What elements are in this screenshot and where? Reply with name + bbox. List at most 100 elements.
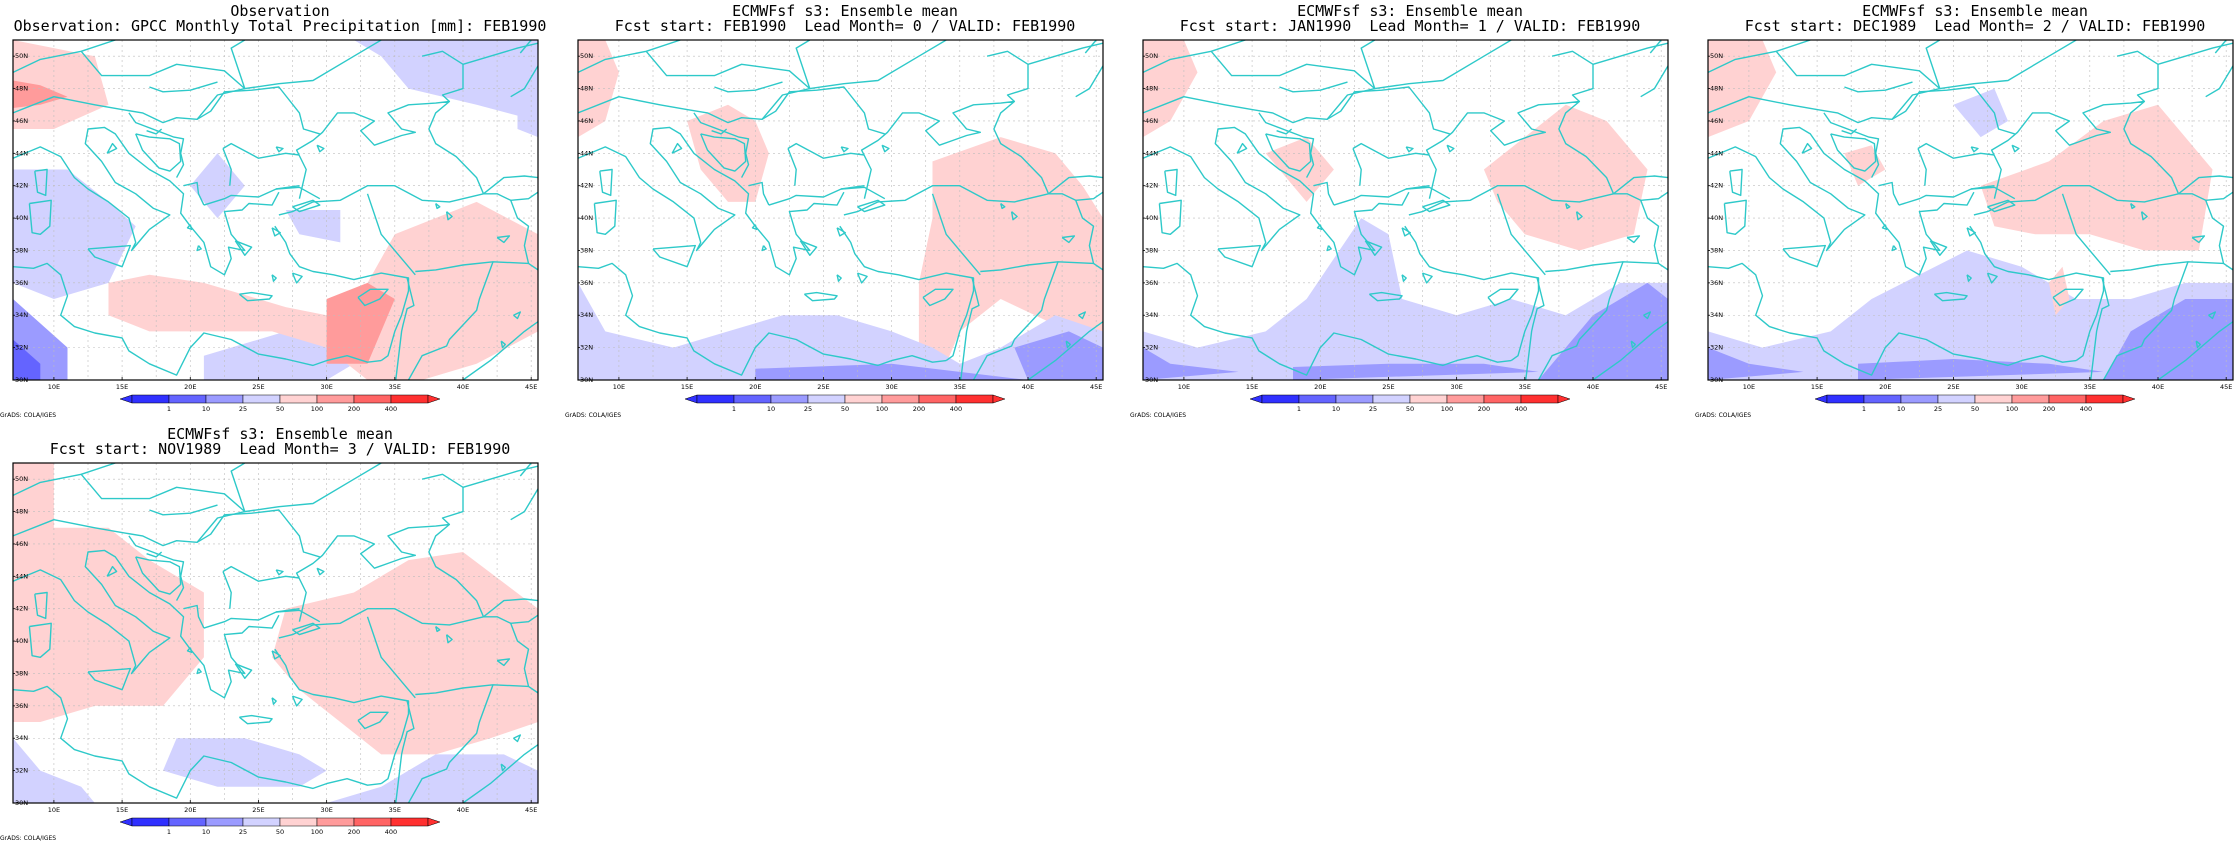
coastline — [519, 40, 532, 54]
lon-tick-label: 10E — [1743, 383, 1755, 391]
colorbar-label: 200 — [1478, 405, 1490, 413]
lon-tick-label: 15E — [116, 806, 128, 814]
colorbar-label: 50 — [1971, 405, 1979, 413]
colorbar-label: 200 — [2043, 405, 2055, 413]
precip-area — [13, 40, 109, 129]
colorbar-segment — [1446, 394, 1485, 404]
colorbar-label: 1 — [1862, 405, 1866, 413]
lat-tick-label: 34N — [1710, 311, 1723, 319]
coastline — [186, 224, 193, 231]
lon-tick-label: 15E — [681, 383, 693, 391]
coastline — [13, 685, 382, 799]
lon-tick-label: 30E — [320, 383, 332, 391]
coastline — [857, 199, 886, 213]
precip-area — [190, 153, 245, 219]
lon-tick-label: 25E — [252, 806, 264, 814]
lat-tick-label: 46N — [1710, 117, 1723, 125]
coastline — [1078, 311, 1086, 320]
coastline — [1723, 199, 1747, 236]
coastline — [1158, 199, 1182, 236]
coastline — [421, 50, 464, 103]
lat-tick-label: 40N — [15, 637, 28, 645]
lat-tick-label: 46N — [15, 117, 28, 125]
coastline — [1525, 277, 1545, 380]
coastline — [135, 556, 182, 595]
coastline — [2214, 40, 2227, 54]
coastline — [980, 261, 1103, 273]
panel-title: ECMWFsf s3: Ensemble mean — [167, 425, 393, 443]
coastline — [1841, 128, 1858, 135]
colorbar-segment — [205, 394, 244, 404]
coastline — [1575, 211, 1583, 221]
coastline — [483, 598, 538, 618]
coastline — [407, 684, 494, 803]
colorbar-label: 10 — [202, 828, 210, 836]
lat-tick-label: 50N — [15, 52, 28, 60]
coastline — [578, 262, 947, 376]
precip-area — [2103, 299, 2233, 380]
lon-tick-label: 25E — [1947, 383, 1959, 391]
coastline — [357, 288, 389, 307]
coastline — [271, 697, 277, 705]
coastline — [196, 509, 321, 558]
coastline — [13, 463, 116, 497]
precip-area — [13, 339, 41, 380]
colorbar-segment — [390, 817, 429, 827]
coastline — [2140, 211, 2148, 221]
coastline — [1990, 100, 2180, 199]
colorbar-label: 1 — [167, 405, 171, 413]
coastline — [1000, 202, 1006, 210]
coastline — [787, 148, 797, 186]
coastline — [1236, 142, 1248, 154]
coastline — [1143, 40, 1512, 124]
precip-area — [1538, 282, 1668, 380]
coastline — [222, 142, 300, 159]
lat-tick-label: 38N — [15, 246, 28, 254]
lon-tick-label: 35E — [389, 383, 401, 391]
coastline — [1970, 146, 1979, 153]
grads-footer: GrADS: COLA/IGES — [0, 412, 57, 419]
coastline — [1708, 126, 1975, 276]
coastline — [1061, 235, 1076, 244]
lon-tick-label: 45E — [1655, 383, 1667, 391]
coastline — [276, 186, 321, 200]
coastline — [1891, 245, 1897, 252]
coastline — [1084, 40, 1097, 54]
coastline — [2052, 288, 2084, 307]
colorbar-segment — [2048, 394, 2087, 404]
colorbar-arrow-left — [1814, 394, 1828, 404]
colorbar-label: 400 — [950, 405, 962, 413]
coastline — [435, 202, 441, 210]
coastline — [316, 567, 325, 576]
lat-tick-label: 42N — [580, 182, 593, 190]
colorbar-segment — [1261, 394, 1300, 404]
colorbar-segment — [1409, 394, 1448, 404]
lon-tick-label: 40E — [1587, 383, 1599, 391]
lat-tick-label: 46N — [1145, 117, 1158, 125]
coastline — [357, 711, 389, 730]
lat-tick-label: 42N — [15, 182, 28, 190]
coastline — [1649, 40, 1662, 54]
coastline — [146, 551, 163, 558]
coastline — [1971, 186, 2016, 200]
colorbar-label: 10 — [1897, 405, 1905, 413]
coastline — [2178, 191, 2233, 202]
coastline — [106, 565, 118, 577]
lat-tick-label: 46N — [15, 540, 28, 548]
colorbar-segment — [1937, 394, 1976, 404]
coastline — [1048, 191, 1103, 202]
coastline — [1592, 321, 1668, 380]
coastline — [196, 86, 321, 135]
coastline — [1027, 42, 1103, 65]
lat-tick-label: 48N — [1710, 85, 1723, 93]
precip-map: 50N 48N 46N 44N 42N 40N 38N 36N 34N 32N 30N 10E 15E 2… — [1142, 39, 1669, 413]
coastline — [510, 623, 530, 687]
coastline — [751, 224, 758, 231]
coastline — [234, 240, 253, 257]
coastline — [839, 225, 975, 362]
colorbar-label: 25 — [239, 405, 247, 413]
coastline — [1487, 288, 1519, 307]
coastline — [292, 199, 321, 213]
coastline — [799, 240, 818, 257]
lat-tick-label: 32N — [1710, 344, 1723, 352]
